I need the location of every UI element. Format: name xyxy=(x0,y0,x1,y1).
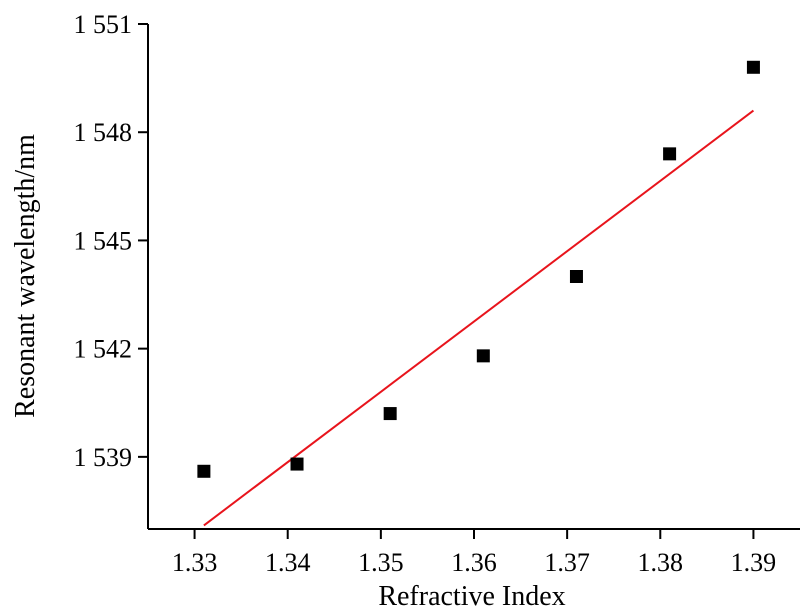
x-tick-label: 1.34 xyxy=(265,548,311,577)
y-tick-label: 1 545 xyxy=(74,226,133,255)
plot-area xyxy=(147,24,800,530)
data-point xyxy=(569,270,583,283)
x-tick-label: 1.39 xyxy=(731,548,777,577)
x-tick-label: 1.36 xyxy=(451,548,497,577)
data-points xyxy=(197,60,760,478)
data-point xyxy=(383,407,397,421)
y-axis-title: Resonant wavelength/nm xyxy=(10,134,41,418)
fit-line-group xyxy=(203,109,755,527)
y-ticks: 1 539 1 542 1 545 1 548 1 551 xyxy=(74,10,148,472)
x-tick-label: 1.37 xyxy=(544,548,590,577)
y-tick-label: 1 551 xyxy=(74,10,133,39)
fit-line xyxy=(203,109,755,527)
x-axis-title: Refractive Index xyxy=(378,581,565,612)
y-tick-label: 1 542 xyxy=(74,335,133,364)
y-tick-label: 1 539 xyxy=(74,443,133,472)
x-tick-label: 1.33 xyxy=(172,548,218,577)
x-tick-label: 1.38 xyxy=(638,548,684,577)
y-tick-label: 1 548 xyxy=(74,118,133,147)
data-point xyxy=(746,60,760,74)
data-point xyxy=(663,147,677,161)
x-ticks: 1.33 1.34 1.35 1.36 1.37 1.38 1.39 xyxy=(172,529,776,577)
data-point xyxy=(290,457,304,471)
data-point xyxy=(476,349,490,363)
x-tick-label: 1.35 xyxy=(358,548,404,577)
data-point xyxy=(197,464,211,478)
